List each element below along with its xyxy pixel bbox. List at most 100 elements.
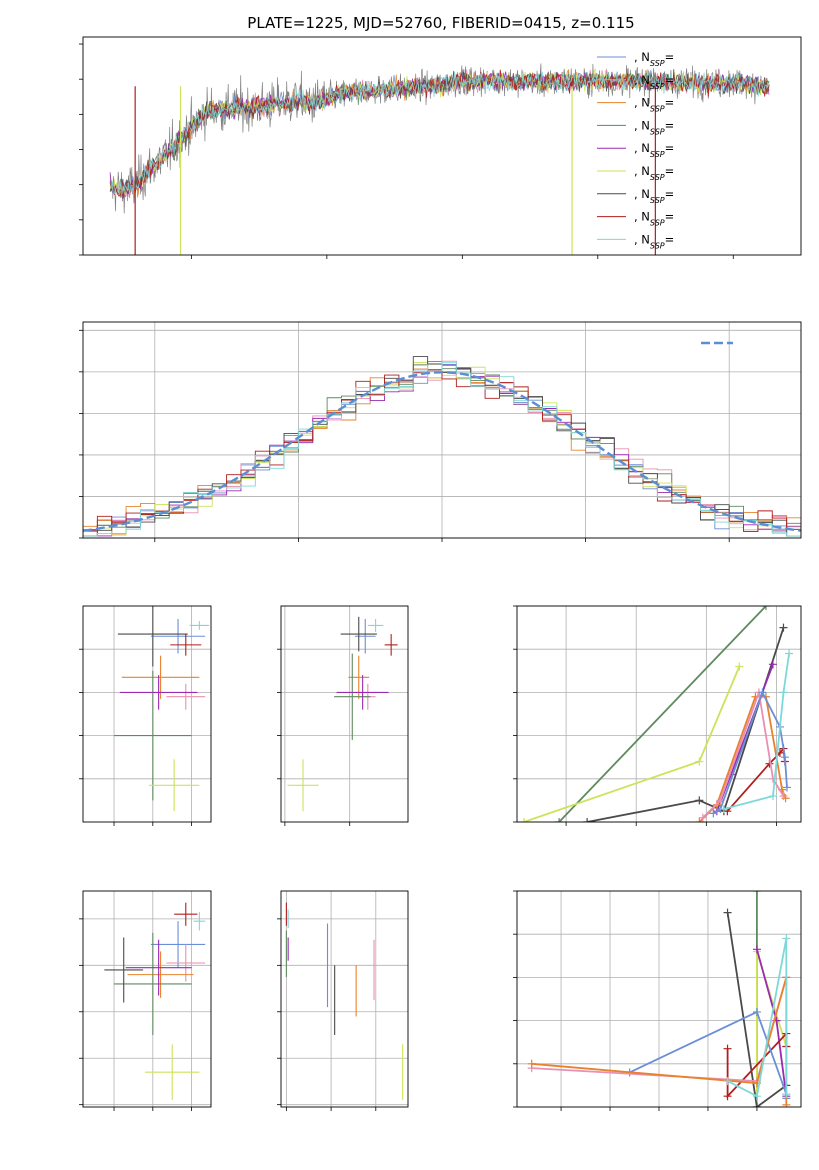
legend-sep: , N (634, 187, 650, 201)
weight-line-kroupa-elodie (523, 666, 741, 822)
legend-entry-chabrier-elodie: , NSSP= (634, 118, 674, 136)
errorbar-salpeter-elodie (119, 675, 198, 710)
mass-weight-vs-metallicity-panel (513, 890, 802, 1111)
weight-line-chabrier-stelib (586, 627, 785, 822)
legend-eq: = (665, 96, 675, 110)
weight-line-chabrier-stelib (726, 912, 787, 1107)
weight-marker-chabrier-miles (782, 783, 791, 792)
legend-eq: = (665, 187, 675, 201)
mass-weight-vs-age-panel (513, 605, 802, 826)
errorbar-chabrier-miles (354, 618, 376, 654)
weight-marker-salpeter-elodie (752, 945, 761, 954)
weight-marker-chabrier-stelib (723, 908, 732, 917)
errorbar-salpeter-miles (166, 944, 206, 982)
age-vs-metallicity-panel (79, 605, 212, 826)
spectrum-panel: , NSSP=, NSSP=, NSSP=, NSSP=, NSSP=, NSS… (79, 36, 802, 259)
errorbar-chabrier-elodie (114, 670, 192, 801)
weight-marker-kroupa-miles (527, 1059, 536, 1068)
axes-frame (82, 36, 802, 256)
weight-marker-salpeter-stelib (723, 1044, 732, 1053)
errorbar-chabrier-elodie (114, 932, 192, 1035)
weight-marker-chabrier-stelib (779, 623, 788, 632)
legend-entry-chabrier-stelib: , NSSP= (634, 187, 674, 205)
legend-eq: = (665, 118, 675, 132)
weight-marker-chabrier-miles (758, 688, 767, 697)
weight-marker-chabrier-elodie (761, 606, 770, 610)
errorbar-kroupa-stelib (189, 621, 210, 630)
legend-sep: , N (634, 118, 650, 132)
legend-sep: , N (634, 210, 650, 224)
errorbar-chabrier-stelib (104, 937, 144, 1003)
legend-sub: SSP (650, 150, 665, 159)
legend-eq: = (665, 73, 675, 87)
weight-marker-kroupa-stelib (779, 688, 788, 697)
errorbar-salpeter-stelib (174, 902, 198, 926)
weight-line-chabrier-miles (712, 690, 788, 815)
errorbar-kroupa-stelib (367, 618, 384, 632)
weight-marker-chabrier-miles (780, 753, 789, 762)
legend-sep: , N (634, 232, 650, 246)
weight-marker-kroupa-elodie (735, 662, 744, 671)
legend-sub: SSP (650, 59, 665, 68)
weight-marker-kroupa-stelib (719, 805, 728, 814)
errorbar-kroupa-stelib (193, 911, 206, 931)
legend-sep: , N (634, 50, 650, 64)
legend-sub: SSP (650, 195, 665, 204)
errorbar-kroupa-elodie (287, 759, 319, 812)
axes-frame (280, 890, 409, 1108)
axes-frame (516, 605, 802, 823)
legend-eq: = (665, 210, 675, 224)
weight-marker-kroupa-stelib (752, 1092, 761, 1101)
legend-entry-salpeter-elodie: , NSSP= (634, 141, 674, 159)
mass-vs-reddening-panel (277, 890, 409, 1111)
model-spectrum-kroupa-stelib (109, 69, 770, 197)
weight-marker-chabrier-miles (752, 1007, 761, 1016)
weight-marker-chabrier-stelib (583, 818, 592, 822)
weight-lines (520, 606, 794, 822)
weight-marker-salpeter-miles (698, 813, 707, 822)
mass-vs-metallicity-panel (79, 890, 212, 1111)
weight-marker-kroupa-stelib (782, 1090, 791, 1099)
weight-marker-kroupa-elodie (520, 818, 529, 822)
figure-title: PLATE=1225, MJD=52760, FIBERID=0415, z=0… (247, 14, 634, 32)
errorbar-chabrier-stelib (340, 616, 377, 652)
legend-entry-chabrier-miles: , NSSP= (634, 50, 674, 68)
errorbar-chabrier-elodie (334, 653, 371, 740)
legend-entry-kroupa-elodie: , NSSP= (634, 164, 674, 182)
spectrum-lines (109, 63, 770, 255)
error-bars (114, 606, 210, 812)
weight-marker-chabrier-elodie (555, 818, 564, 822)
errorbar-chabrier-miles (150, 618, 206, 654)
weight-marker-chabrier-miles (709, 809, 718, 818)
weight-marker-salpeter-stelib (723, 1092, 732, 1101)
errorbar-salpeter-stelib (384, 634, 398, 656)
errorbar-kroupa-miles (121, 655, 200, 699)
weight-marker-chabrier-stelib (695, 796, 704, 805)
error-bars (287, 616, 398, 812)
weight-marker-kroupa-stelib (785, 649, 794, 658)
errorbar-salpeter-stelib (170, 634, 202, 656)
error-bars (285, 902, 404, 1101)
weight-marker-chabrier-elodie (752, 891, 761, 895)
errorbar-salpeter-miles (166, 683, 206, 710)
weight-marker-salpeter-elodie (768, 660, 777, 669)
legend-sep: , N (634, 73, 650, 87)
legend-sub: SSP (650, 81, 665, 90)
legend-eq: = (665, 232, 675, 246)
weight-line-kroupa-stelib (727, 938, 788, 1098)
legend-eq: = (665, 141, 675, 155)
weight-marker-kroupa-stelib (723, 1077, 732, 1086)
axes-frame (82, 605, 212, 823)
legend-sep: , N (634, 164, 650, 178)
legend-sub: SSP (650, 127, 665, 136)
age-vs-mass-panel (277, 605, 409, 826)
weight-line-kroupa-stelib (723, 653, 790, 810)
weight-marker-kroupa-elodie (695, 757, 704, 766)
legend-sub: SSP (650, 241, 665, 250)
legend-sep: , N (634, 96, 650, 110)
errorbar-chabrier-stelib (117, 606, 188, 667)
weight-marker-kroupa-miles (695, 818, 704, 822)
legend-sub: SSP (650, 173, 665, 182)
legend-sep: , N (634, 141, 650, 155)
